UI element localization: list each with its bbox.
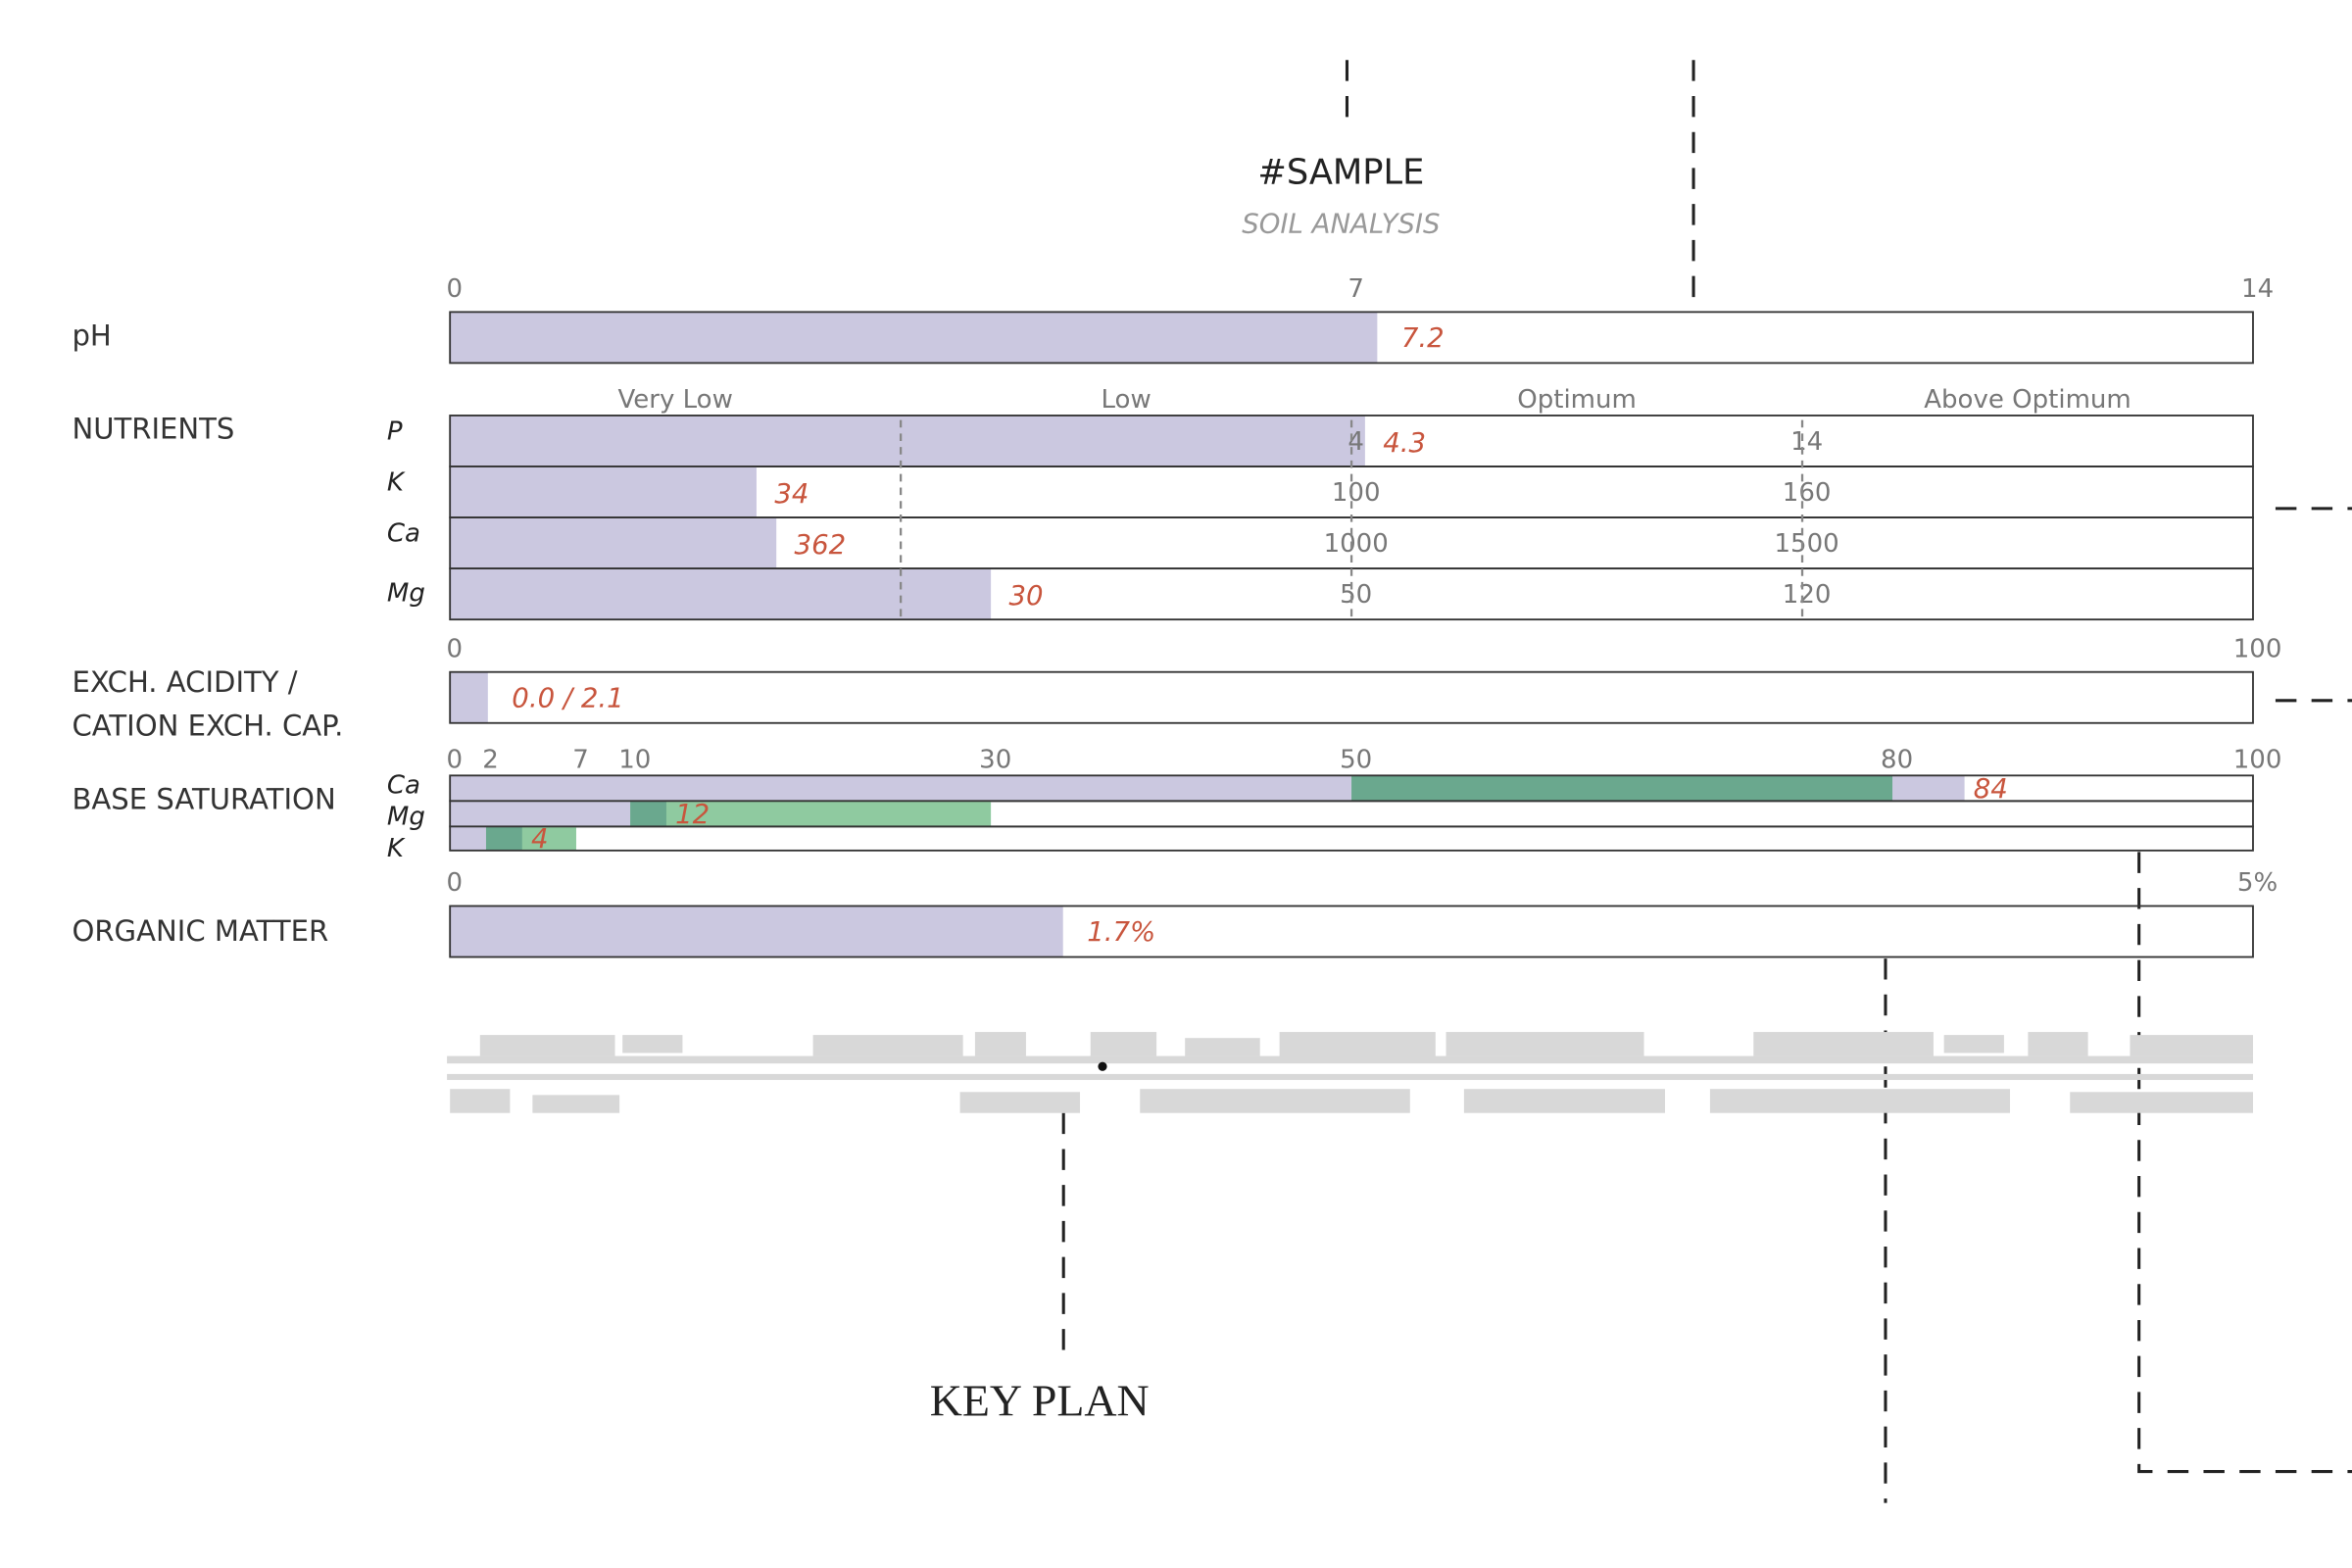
value-bar — [450, 466, 757, 518]
tick-label: 30 — [979, 746, 1011, 775]
value-label: 4.3 — [1383, 427, 1426, 459]
value-label: 12 — [675, 799, 710, 830]
block — [622, 1035, 683, 1054]
leader-line — [2137, 852, 2352, 1474]
tick-label: 14 — [1790, 427, 1823, 457]
overlap — [485, 826, 522, 851]
section-label: NUTRIENTS — [72, 412, 234, 445]
tick-label: 5% — [2237, 868, 2278, 898]
tick-label: 14 — [2241, 274, 2274, 304]
value-label: 7.2 — [1401, 322, 1445, 354]
value-bar — [450, 801, 666, 827]
block — [1279, 1032, 1436, 1059]
block — [2070, 1092, 2253, 1113]
tick-label: 100 — [1332, 478, 1381, 508]
overlap — [1351, 775, 1893, 802]
block — [1185, 1038, 1260, 1056]
tick-label: 4 — [1348, 427, 1364, 457]
subtitle: SOIL ANALYSIS — [1242, 209, 1440, 240]
class-label: Optimum — [1517, 385, 1637, 415]
block — [2130, 1035, 2253, 1056]
road — [447, 1055, 2253, 1064]
row-name: Mg — [387, 803, 425, 832]
value-bar — [450, 312, 1378, 364]
value-label: 30 — [1008, 580, 1043, 612]
value-bar — [450, 517, 777, 569]
block — [450, 1089, 511, 1113]
tick-label: 7 — [1348, 274, 1364, 304]
block — [479, 1035, 615, 1056]
tick-label: 120 — [1783, 580, 1832, 610]
value-bar — [450, 415, 1365, 467]
bar-frame — [449, 670, 2254, 724]
optimum-range — [630, 801, 992, 827]
tick-label: 1000 — [1324, 529, 1389, 559]
tick-label: 0 — [446, 746, 463, 775]
block — [812, 1035, 963, 1056]
value-label: 0.0 / 2.1 — [512, 682, 623, 713]
section-label: BASE SATURATION — [72, 782, 335, 815]
value-bar — [450, 568, 992, 620]
sample-location — [1098, 1061, 1107, 1071]
value-bar — [450, 671, 488, 723]
block — [1446, 1032, 1644, 1056]
key-plan-map — [447, 1032, 2253, 1113]
class-label: Very Low — [617, 385, 732, 415]
tick-label: 2 — [482, 746, 499, 775]
tick-label: 50 — [1340, 746, 1372, 775]
row-name: K — [387, 467, 406, 497]
value-bar — [450, 906, 1063, 957]
section-label: CATION EXCH. CAP. — [72, 709, 343, 742]
value-label: 362 — [795, 529, 847, 561]
bar-frame — [449, 825, 2254, 852]
tick-label: 100 — [2233, 634, 2282, 663]
block — [1943, 1035, 2004, 1054]
row-name: Ca — [387, 518, 420, 548]
block — [974, 1032, 1026, 1056]
block — [1463, 1089, 1665, 1113]
tick-label: 1500 — [1775, 529, 1839, 559]
section-label: EXCH. ACIDITY / — [72, 665, 297, 699]
tick-label: 100 — [2233, 746, 2282, 775]
value-label: 84 — [1974, 773, 2008, 805]
value-label: 4 — [531, 823, 549, 855]
row-name: K — [387, 834, 406, 863]
section-label: pH — [72, 318, 111, 352]
row-name: P — [387, 416, 403, 446]
block — [2028, 1032, 2088, 1056]
block — [1753, 1032, 1934, 1056]
tick-label: 160 — [1783, 478, 1832, 508]
key-plan-title: KEY PLAN — [930, 1376, 1150, 1426]
tick-label: 80 — [1881, 746, 1913, 775]
row-name: Ca — [387, 771, 420, 801]
tick-label: 0 — [446, 634, 463, 663]
class-label: Above Optimum — [1924, 385, 2132, 415]
title: #SAMPLE — [1257, 153, 1424, 193]
bar-frame — [449, 905, 2254, 958]
value-label: 1.7% — [1087, 916, 1155, 948]
road — [447, 1073, 2253, 1081]
row-name: Mg — [387, 579, 425, 609]
section-label: ORGANIC MATTER — [72, 914, 328, 948]
tick-label: 10 — [618, 746, 651, 775]
tick-label: 0 — [446, 274, 463, 304]
block — [1709, 1089, 2011, 1113]
overlap — [630, 801, 666, 827]
class-label: Low — [1101, 385, 1151, 415]
block — [959, 1092, 1081, 1113]
tick-label: 0 — [446, 868, 463, 898]
block — [1140, 1089, 1410, 1113]
block — [532, 1095, 620, 1113]
tick-label: 50 — [1340, 580, 1372, 610]
value-label: 34 — [774, 478, 808, 510]
bar-frame — [449, 311, 2254, 365]
block — [1090, 1032, 1157, 1056]
tick-label: 7 — [572, 746, 589, 775]
